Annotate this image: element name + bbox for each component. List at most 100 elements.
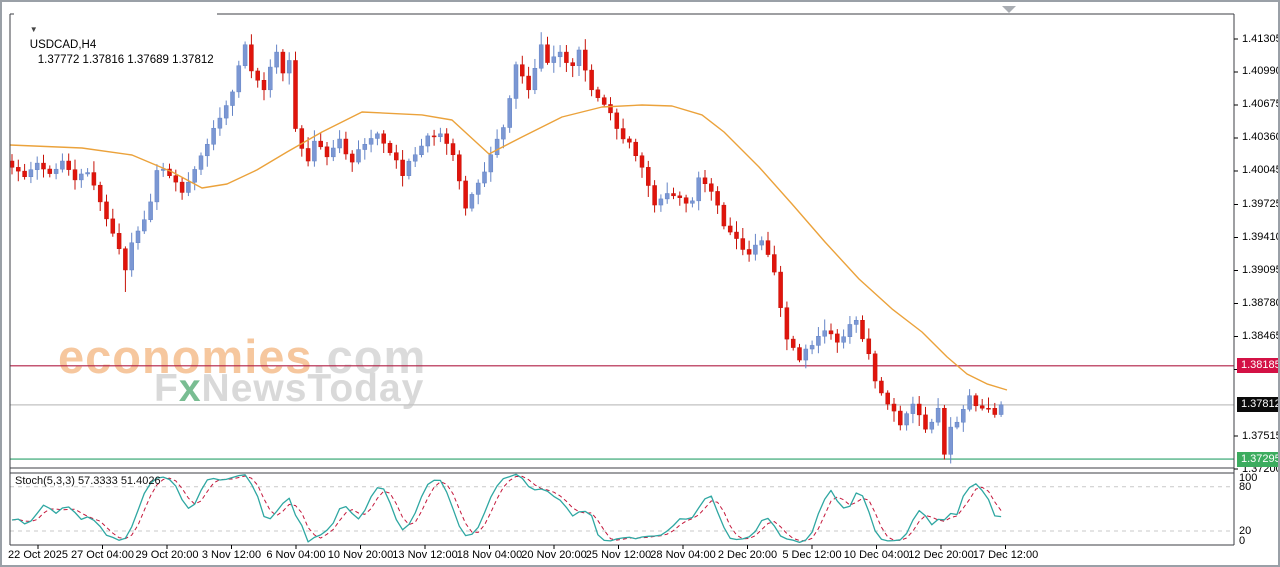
candle (123, 248, 128, 271)
candle (979, 405, 985, 409)
candle (91, 172, 97, 186)
candle (639, 155, 645, 168)
price-tick-label: 1.40045 (1242, 164, 1280, 177)
candle (41, 162, 46, 170)
stoch-scale-label: 100 (1239, 472, 1258, 484)
price-tick-label: 1.40360 (1242, 131, 1280, 144)
candle (872, 353, 878, 382)
date-label: 5 Dec 12:00 (782, 549, 842, 561)
candle (520, 64, 525, 77)
collapse-quote-arrow-icon[interactable]: ▼ (29, 25, 38, 34)
chart-frame (9, 13, 1238, 549)
candle (438, 133, 443, 138)
horizontal-price-lines (10, 365, 1234, 460)
candle (375, 133, 380, 139)
candle (664, 193, 670, 200)
candle (173, 175, 179, 183)
candle (154, 170, 160, 203)
candle (261, 80, 267, 91)
candle (929, 421, 935, 430)
candle (847, 324, 853, 337)
candle (28, 169, 34, 177)
candle (583, 49, 588, 71)
candle (179, 181, 185, 193)
candle (973, 395, 979, 407)
candle (368, 138, 374, 145)
candle (72, 169, 78, 181)
candle (110, 218, 116, 234)
candle (557, 51, 563, 58)
candle (967, 395, 972, 410)
candle (709, 183, 714, 192)
candle (658, 198, 664, 206)
date-label: 2 Dec 20:00 (717, 549, 778, 561)
candle (772, 254, 777, 273)
candle (740, 238, 746, 250)
candle (457, 154, 462, 182)
candle (501, 127, 506, 140)
date-label: 20 Nov 20:00 (521, 549, 587, 561)
candle (614, 112, 620, 129)
candle (425, 135, 431, 147)
candle (935, 407, 941, 423)
candle (387, 143, 393, 153)
price-tick-label: 1.40675 (1242, 98, 1280, 111)
candle (753, 244, 758, 255)
candle (746, 249, 752, 255)
candle (646, 167, 651, 186)
candle (608, 104, 613, 114)
candle (192, 169, 197, 183)
candle (318, 140, 323, 148)
candle (356, 149, 361, 163)
candle (627, 138, 632, 143)
candle (652, 185, 657, 206)
chart-title: ▼ USDCAD,H4 1.37772 1.37816 1.37689 1.37… (14, 7, 217, 66)
date-label: 10 Nov 20:00 (327, 549, 394, 561)
candle (60, 160, 65, 170)
candle (274, 51, 279, 68)
price-tick-label: 1.38780 (1242, 296, 1280, 309)
candle (135, 230, 141, 243)
candle (198, 155, 204, 170)
candle (444, 133, 449, 144)
candle (784, 307, 790, 340)
candle (690, 200, 695, 204)
candle (671, 193, 676, 197)
date-label: 13 Nov 12:00 (392, 549, 458, 561)
candle (324, 146, 330, 158)
current-price-badge: 1.37812 (1237, 397, 1278, 413)
candle (488, 154, 494, 173)
candle (236, 65, 242, 93)
date-label: 3 Nov 12:00 (201, 549, 262, 561)
candle (482, 171, 487, 184)
candle (595, 89, 601, 98)
candle (331, 147, 336, 158)
candle (349, 153, 355, 163)
watermark-line2: FxNewsToday (154, 367, 424, 410)
candle (129, 242, 134, 271)
candle (469, 194, 475, 209)
candle (116, 233, 122, 249)
date-label: 22 Oct 2025 (8, 549, 68, 561)
ma-curve (9, 104, 1008, 391)
candle (633, 141, 638, 156)
candle (992, 408, 998, 415)
candle (620, 128, 626, 140)
candle (696, 177, 701, 202)
candle (853, 320, 859, 325)
candle (545, 44, 550, 63)
candle (494, 138, 500, 155)
price-tick-label: 1.39725 (1242, 198, 1280, 210)
candle (727, 225, 733, 233)
chart-shift-marker-icon[interactable] (1002, 6, 1016, 13)
candle (816, 336, 821, 346)
candle (683, 197, 689, 204)
stoch-scale-label: 80 (1239, 480, 1252, 493)
candle (948, 426, 953, 455)
price-tick-label: 1.39410 (1242, 231, 1280, 243)
stoch-signal-line (11, 475, 1002, 542)
candle (47, 168, 53, 174)
candle (9, 160, 15, 168)
